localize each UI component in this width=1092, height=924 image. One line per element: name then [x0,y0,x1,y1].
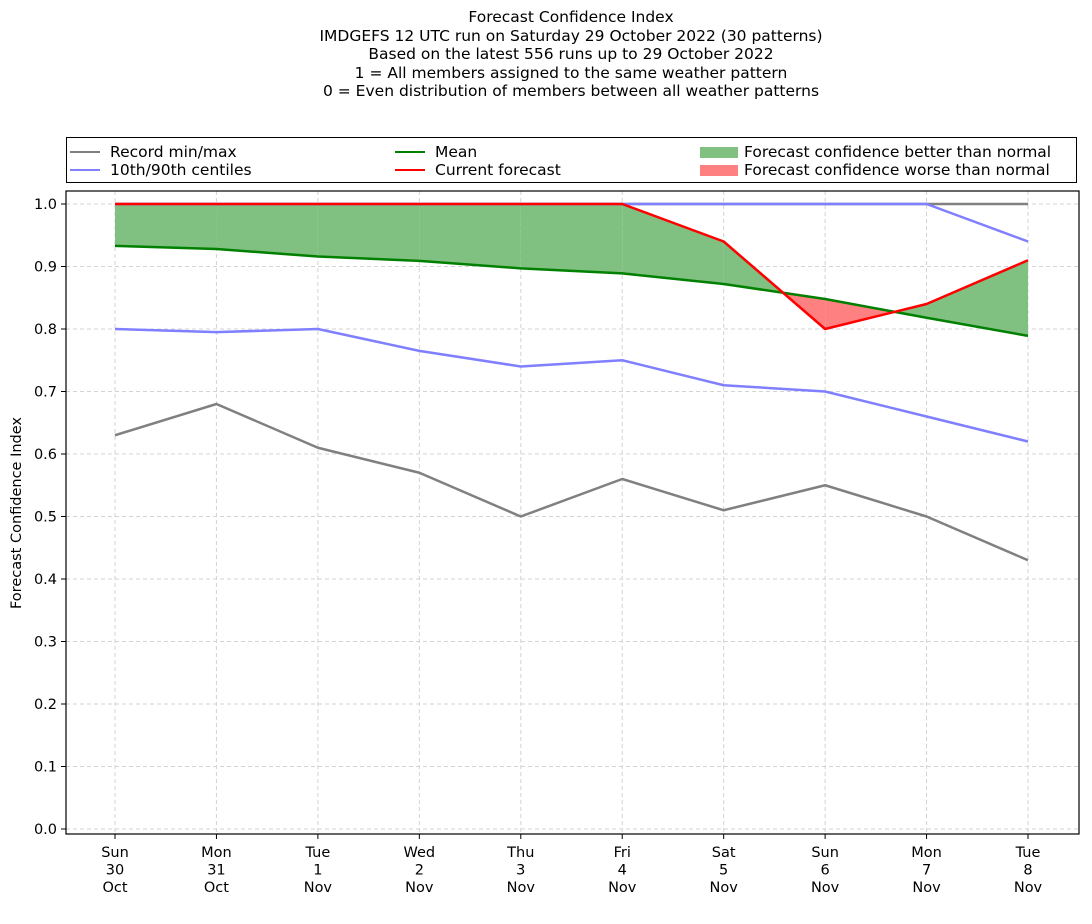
x-tick-label: Nov [811,880,840,896]
legend-swatch-better [700,146,738,158]
chart-subtitle-line: 1 = All members assigned to the same wea… [354,63,788,82]
x-tick-label: Nov [710,880,739,896]
legend-label: Mean [435,143,478,161]
fill-better-than-normal [520,204,623,274]
legend-item-better: Forecast confidence better than normal [700,143,1051,161]
x-tick-label: Thu [506,845,534,861]
legend-swatch-current [395,168,425,172]
current-forecast-line [115,202,1029,331]
x-tick-label: 6 [820,863,829,879]
y-tick-label: 0.5 [34,510,57,526]
legend-item-record: Record min/max [67,143,237,161]
fill-worse-than-normal [825,299,895,329]
x-tick-label: Tue [304,845,330,861]
legend-swatch-worse [700,164,738,176]
x-tick-label: Oct [102,880,127,896]
x-tick-label: 7 [922,863,931,879]
y-tick-label: 0.1 [34,760,57,776]
y-tick-label: 0.4 [34,572,57,588]
x-tick-label: Sun [101,845,129,861]
y-tick-label: 0.2 [34,697,57,713]
y-tick-label: 0.3 [34,635,57,651]
x-tick-label: 31 [207,863,225,879]
fill-areas [115,204,1028,336]
y-tick-label: 0.0 [34,822,57,838]
fill-better-than-normal [216,204,318,257]
legend-item-centiles: 10th/90th centiles [67,161,252,179]
x-tick-label: Sun [811,845,839,861]
legend-label: Current forecast [435,161,561,179]
mean-line [114,244,1029,338]
y-axis: 0.0 0.1 0.2 0.3 0.4 0.5 0.6 0.7 0.8 0.9 1.0 [34,197,66,838]
x-tick-label: Tue [1015,845,1041,861]
legend-item-current: Current forecast [392,161,561,179]
y-tick-label: 0.8 [34,322,57,338]
legend-label: Forecast confidence worse than normal [744,161,1050,179]
x-tick-label: Sat [712,845,736,861]
legend-item-worse: Forecast confidence worse than normal [700,161,1050,179]
legend: Record min/max 10th/90th centiles Mean C… [66,137,1077,183]
y-tick-label: 0.6 [34,447,57,463]
x-tick-label: Nov [507,880,536,896]
x-tick-label: Nov [608,880,637,896]
y-tick-label: 1.0 [34,197,57,213]
legend-label: Record min/max [110,143,237,161]
x-tick-label: 5 [719,863,728,879]
legend-label: Forecast confidence better than normal [744,143,1052,161]
x-tick-label: Fri [614,845,631,861]
fill-better-than-normal [926,260,1028,336]
chart-subtitle-line: Based on the latest 556 runs up to 29 Oc… [368,45,774,64]
record-min-line [114,402,1029,562]
legend-item-mean: Mean [392,143,477,161]
x-tick-label: 30 [106,863,124,879]
x-tick-label: 3 [516,863,525,879]
y-axis-label: Forecast Confidence Index [9,417,25,609]
legend-swatch-centiles [70,168,100,172]
10th-centile-line [114,327,1029,443]
legend-label: 10th/90th centiles [110,161,252,179]
x-tick-label: Mon [201,845,232,861]
legend-swatch-mean [395,150,425,154]
fill-better-than-normal [894,304,927,318]
legend-swatch-record [70,150,100,154]
y-tick-label: 0.7 [34,385,57,401]
fill-better-than-normal [622,204,724,284]
x-tick-label: 8 [1023,863,1032,879]
fill-better-than-normal [419,204,521,269]
x-tick-label: Nov [304,880,333,896]
x-tick-label: Nov [405,880,434,896]
x-tick-label: 1 [313,863,322,879]
series-lines [114,202,1029,562]
x-axis: Sun30OctMon31OctTue1NovWed2NovThu3NovFri… [101,834,1043,896]
x-tick-label: Nov [912,880,941,896]
fill-better-than-normal [115,204,217,249]
x-tick-label: Wed [404,845,436,861]
chart-subtitle-line: 0 = Even distribution of members between… [322,82,820,101]
plot-frame [65,190,1080,835]
grid [66,191,1079,834]
chart-subtitle-line: IMDGEFS 12 UTC run on Saturday 29 Octobe… [319,26,823,45]
x-tick-label: Nov [1014,880,1043,896]
x-tick-label: Oct [204,880,229,896]
x-tick-label: Mon [911,845,942,861]
chart-title: Forecast Confidence Index [468,8,674,26]
chart-title-block: Forecast Confidence Index IMDGEFS 12 UTC… [0,8,1092,101]
x-tick-label: 4 [618,863,627,879]
x-tick-label: 2 [415,863,424,879]
fill-better-than-normal [317,204,420,261]
y-tick-label: 0.9 [34,260,57,276]
